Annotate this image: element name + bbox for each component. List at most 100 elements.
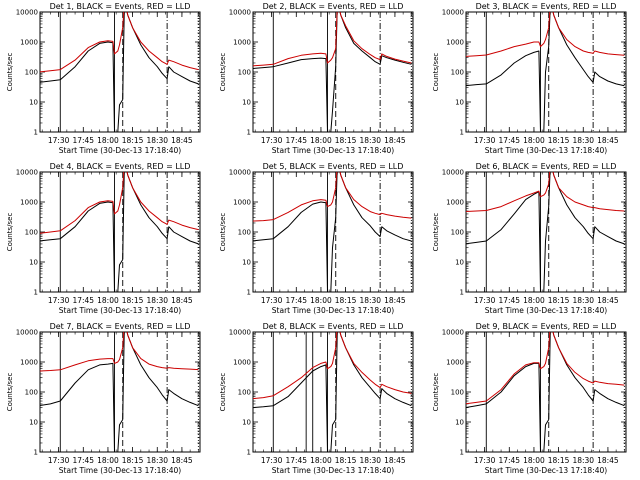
events-series-line [466, 332, 625, 452]
panel-title: Det 4, BLACK = Events, RED = LLD [50, 162, 191, 171]
x-axis-label: Start Time (30-Dec-13 17:18:40) [272, 466, 394, 475]
x-axis-label: Start Time (30-Dec-13 17:18:40) [59, 466, 181, 475]
detector-panel-8: Det 8, BLACK = Events, RED = LLD 1 10 100 10… [219, 322, 414, 475]
lld-series-line [253, 332, 412, 400]
detector-panel-4: Det 4, BLACK = Events, RED = LLD 1 10 100 10… [6, 162, 201, 315]
y-tick-label: 10 [242, 259, 251, 267]
x-tick-label: 18:00 [97, 456, 119, 465]
detector-panel-5: Det 5, BLACK = Events, RED = LLD 1 10 100 10… [219, 162, 414, 315]
y-tick-label: 100 [238, 389, 251, 397]
x-tick-label: 17:45 [72, 456, 94, 465]
events-series-line [40, 12, 199, 132]
y-tick-label: 1000 [20, 199, 38, 207]
x-tick-label: 17:45 [498, 136, 520, 145]
x-tick-label: 18:30 [146, 456, 168, 465]
x-tick-label: 18:45 [384, 456, 406, 465]
y-axis-label: Counts/sec [432, 213, 440, 252]
y-tick-label: 10000 [16, 329, 38, 337]
y-tick-label: 1 [34, 449, 38, 457]
panel-title: Det 8, BLACK = Events, RED = LLD [263, 322, 404, 331]
x-tick-label: 17:30 [474, 296, 496, 305]
x-tick-label: 18:00 [97, 136, 119, 145]
y-tick-label: 1 [460, 129, 464, 137]
x-axis-label: Start Time (30-Dec-13 17:18:40) [485, 306, 607, 315]
x-tick-label: 18:15 [122, 296, 144, 305]
x-tick-label: 18:45 [171, 456, 193, 465]
events-series-line [466, 12, 625, 132]
lld-series-line [40, 12, 199, 73]
detector-panel-3: Det 3, BLACK = Events, RED = LLD 1 10 100 10… [432, 2, 627, 155]
y-tick-label: 10 [242, 99, 251, 107]
panel-title: Det 2, BLACK = Events, RED = LLD [263, 2, 404, 11]
x-tick-label: 18:30 [146, 136, 168, 145]
y-tick-label: 1 [247, 129, 251, 137]
y-tick-label: 10000 [229, 9, 251, 17]
events-series-line [253, 172, 412, 292]
x-tick-label: 17:45 [285, 296, 307, 305]
events-series-line [253, 12, 412, 132]
x-tick-label: 18:30 [572, 136, 594, 145]
y-tick-label: 1 [460, 289, 464, 297]
x-tick-label: 18:15 [335, 456, 357, 465]
lld-series-line [466, 172, 625, 213]
y-tick-label: 10 [29, 419, 38, 427]
y-tick-label: 10 [29, 259, 38, 267]
x-tick-label: 18:45 [384, 296, 406, 305]
x-tick-label: 18:15 [548, 456, 570, 465]
y-tick-label: 10000 [442, 9, 464, 17]
x-tick-label: 17:30 [261, 136, 283, 145]
x-tick-label: 17:45 [72, 296, 94, 305]
y-tick-label: 1000 [233, 199, 251, 207]
panel-title: Det 1, BLACK = Events, RED = LLD [50, 2, 191, 11]
x-tick-label: 18:00 [523, 296, 545, 305]
lld-series-line [253, 172, 412, 222]
x-axis-label: Start Time (30-Dec-13 17:18:40) [272, 306, 394, 315]
y-tick-label: 10 [455, 99, 464, 107]
y-axis-label: Counts/sec [219, 213, 227, 252]
panel-title: Det 3, BLACK = Events, RED = LLD [476, 2, 617, 11]
x-tick-label: 18:15 [548, 136, 570, 145]
y-tick-label: 10000 [442, 329, 464, 337]
x-tick-label: 18:30 [572, 456, 594, 465]
x-tick-label: 17:30 [261, 296, 283, 305]
y-tick-label: 1 [247, 449, 251, 457]
x-tick-label: 17:30 [48, 296, 70, 305]
x-tick-label: 17:30 [48, 136, 70, 145]
y-tick-label: 10000 [16, 169, 38, 177]
y-tick-label: 100 [25, 69, 38, 77]
y-tick-label: 1000 [446, 359, 464, 367]
y-tick-label: 100 [451, 389, 464, 397]
y-axis-label: Counts/sec [219, 373, 227, 412]
y-tick-label: 100 [451, 229, 464, 237]
events-series-line [466, 172, 625, 292]
x-tick-label: 18:30 [359, 296, 381, 305]
x-tick-label: 18:30 [146, 296, 168, 305]
detector-panel-6: Det 6, BLACK = Events, RED = LLD 1 10 100 10… [432, 162, 627, 315]
detector-panel-9: Det 9, BLACK = Events, RED = LLD 1 10 100 10… [432, 322, 627, 475]
x-tick-label: 17:45 [498, 296, 520, 305]
y-tick-label: 1 [460, 449, 464, 457]
x-tick-label: 18:30 [359, 136, 381, 145]
x-tick-label: 18:15 [122, 456, 144, 465]
x-tick-label: 18:45 [384, 136, 406, 145]
x-tick-label: 17:30 [474, 136, 496, 145]
x-tick-label: 18:45 [171, 136, 193, 145]
y-axis-label: Counts/sec [219, 53, 227, 92]
x-tick-label: 18:15 [548, 296, 570, 305]
y-tick-label: 1000 [20, 359, 38, 367]
panel-title: Det 6, BLACK = Events, RED = LLD [476, 162, 617, 171]
y-tick-label: 10000 [229, 329, 251, 337]
x-axis-label: Start Time (30-Dec-13 17:18:40) [59, 146, 181, 155]
y-tick-label: 1000 [20, 39, 38, 47]
y-axis-label: Counts/sec [432, 373, 440, 412]
x-tick-label: 18:00 [310, 296, 332, 305]
events-series-line [40, 332, 199, 452]
y-axis-label: Counts/sec [432, 53, 440, 92]
plot-frame [39, 11, 201, 133]
lld-series-line [40, 332, 199, 372]
y-tick-label: 100 [451, 69, 464, 77]
detector-panel-2: Det 2, BLACK = Events, RED = LLD 1 10 100 10… [219, 2, 414, 155]
events-series-line [40, 172, 199, 292]
y-tick-label: 100 [25, 389, 38, 397]
x-tick-label: 18:00 [523, 456, 545, 465]
